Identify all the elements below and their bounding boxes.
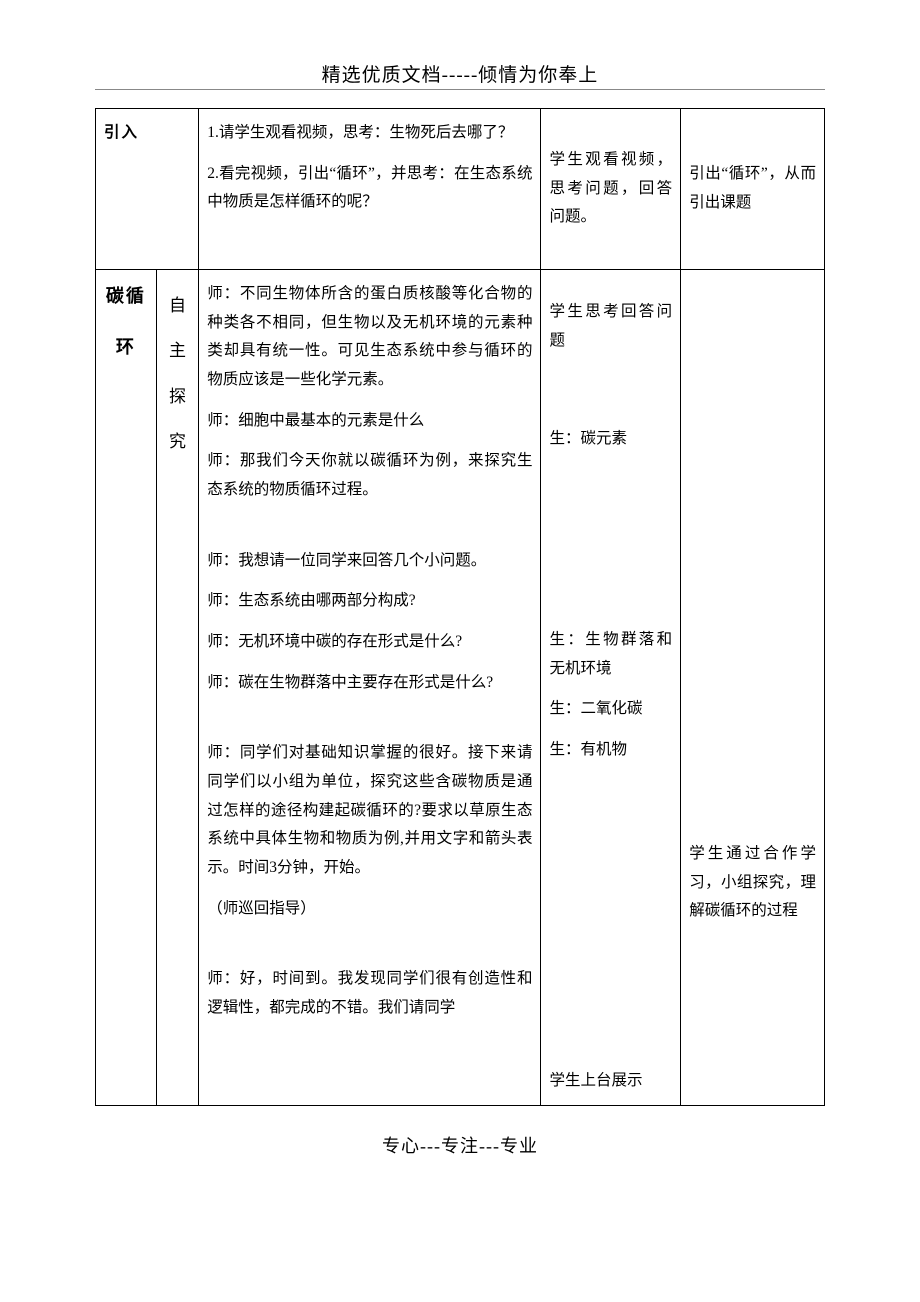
student-line: 学生上台展示 <box>549 1067 672 1096</box>
table-row: 引入 1.请学生观看视频，思考：生物死后去哪了？ 2.看完视频，引出“循环”，并… <box>96 109 825 270</box>
teacher-line: 师：不同生物体所含的蛋白质核酸等化合物的种类各不相同，但生物以及无机环境的元素种… <box>207 280 532 395</box>
page: 精选优质文档-----倾情为你奉上 引入 1.请学生观看视频，思考：生物死后去哪… <box>0 0 920 1198</box>
page-footer: 专心---专注---专业 <box>95 1132 825 1158</box>
student-line: 学生思考回答问题 <box>549 298 672 355</box>
teacher-line: 师：同学们对基础知识掌握的很好。接下来请同学们以小组为单位，探究这些含碳物质是通… <box>207 739 532 882</box>
intent-line: 学生通过合作学习，小组探究，理解碳循环的过程 <box>689 840 816 926</box>
section-label-intro: 引入 <box>96 109 199 270</box>
teacher-line: 师：好，时间到。我发现同学们很有创造性和逻辑性，都完成的不错。我们请同学 <box>207 965 532 1022</box>
intent-cell: 学生通过合作学习，小组探究，理解碳循环的过程 <box>681 270 825 1106</box>
student-cell: 学生观看视频，思考问题，回答问题。 <box>541 109 681 270</box>
label-text: 引入 <box>104 124 139 141</box>
teacher-cell: 1.请学生观看视频，思考：生物死后去哪了？ 2.看完视频，引出“循环”，并思考：… <box>199 109 541 270</box>
spacer <box>689 280 816 840</box>
sublabel-cell: 自 主 探 究 <box>156 270 199 1106</box>
teacher-line: 2.看完视频，引出“循环”，并思考：在生态系统中物质是怎样循环的呢？ <box>207 160 532 217</box>
header-rule <box>95 89 825 90</box>
student-line: 生：生物群落和无机环境 <box>549 626 672 683</box>
spacer <box>549 466 672 626</box>
teacher-line: 1.请学生观看视频，思考：生物死后去哪了？ <box>207 119 532 148</box>
spacer <box>207 709 532 739</box>
page-header-title: 精选优质文档-----倾情为你奉上 <box>95 60 825 87</box>
section-label-carbon: 碳循 环 <box>96 270 157 1106</box>
spacer <box>207 229 532 259</box>
spacer <box>207 517 532 547</box>
teacher-line: 师：我想请一位同学来回答几个小问题。 <box>207 547 532 576</box>
student-line: 生：二氧化碳 <box>549 695 672 724</box>
spacer <box>207 935 532 965</box>
teacher-cell: 师：不同生物体所含的蛋白质核酸等化合物的种类各不相同，但生物以及无机环境的元素种… <box>199 270 541 1106</box>
lesson-table: 引入 1.请学生观看视频，思考：生物死后去哪了？ 2.看完视频，引出“循环”，并… <box>95 108 825 1106</box>
teacher-line: 师：生态系统由哪两部分构成? <box>207 587 532 616</box>
vertical-label: 碳循 环 <box>104 280 148 365</box>
label-char: 碳循 <box>106 280 146 313</box>
student-line: 生：碳元素 <box>549 425 672 454</box>
intent-cell: 引出“循环”，从而引出课题 <box>681 109 825 270</box>
sublabel-char: 主 <box>169 335 186 366</box>
spacer <box>549 777 672 1067</box>
vertical-sublabel: 自 主 探 究 <box>165 290 191 458</box>
teacher-line: 师：无机环境中碳的存在形式是什么? <box>207 628 532 657</box>
label-char: 环 <box>116 331 136 364</box>
teacher-line: 师：那我们今天你就以碳循环为例，来探究生态系统的物质循环过程。 <box>207 447 532 504</box>
spacer <box>549 367 672 425</box>
intent-line: 引出“循环”，从而引出课题 <box>689 165 816 211</box>
sublabel-char: 探 <box>169 381 186 412</box>
student-line: 学生观看视频，思考问题，回答问题。 <box>549 151 672 225</box>
sublabel-char: 自 <box>169 290 186 321</box>
teacher-line: 师：细胞中最基本的元素是什么 <box>207 407 532 436</box>
student-cell: 学生思考回答问题 生：碳元素 生：生物群落和无机环境 生：二氧化碳 生：有机物 … <box>541 270 681 1106</box>
student-line: 生：有机物 <box>549 736 672 765</box>
spacer <box>549 280 672 298</box>
teacher-line: 师：碳在生物群落中主要存在形式是什么? <box>207 669 532 698</box>
table-row: 碳循 环 自 主 探 究 师：不同生物体所含的蛋白质核酸等化合物的种类各不相同，… <box>96 270 825 1106</box>
sublabel-char: 究 <box>169 426 186 457</box>
teacher-line: （师巡回指导） <box>207 895 532 924</box>
